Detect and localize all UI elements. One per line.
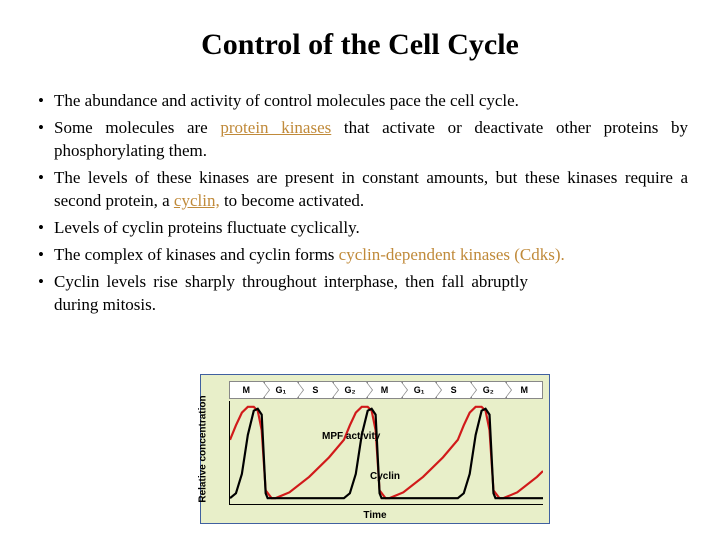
chart-svg [230,401,543,504]
page-title: Control of the Cell Cycle [32,28,688,62]
mpf-label: MPF activity [322,431,380,442]
bullet-text: The abundance and activity of control mo… [54,91,519,110]
list-item: The abundance and activity of control mo… [32,90,688,113]
list-item: Cyclin levels rise sharply throughout in… [32,271,688,317]
phase-row: MG₁SG₂MG₁SG₂M [229,381,543,399]
bullet-text: Some molecules are [54,118,220,137]
cyclin-series [230,407,543,498]
list-item: Levels of cyclin proteins fluctuate cycl… [32,217,688,240]
cyclin-chart: Relative concentration Time MG₁SG₂MG₁SG₂… [200,374,550,524]
bullet-text: The complex of kinases and cyclin forms [54,245,339,264]
plot-area: MPF activity Cyclin [229,401,543,505]
x-axis-label: Time [363,510,386,521]
mpf-series [230,409,543,498]
list-item: The complex of kinases and cyclin forms … [32,244,688,267]
list-item: The levels of these kinases are present … [32,167,688,213]
emphasis: protein kinases [220,118,331,137]
y-axis-label: Relative concentration [198,395,209,502]
phase-cell: M [229,381,264,399]
cyclin-label: Cyclin [370,471,400,482]
bullet-text: Levels of cyclin proteins fluctuate cycl… [54,218,360,237]
bullet-list: The abundance and activity of control mo… [32,90,688,316]
bullet-text: to become activated. [220,191,364,210]
bullet-text: The levels of these kinases are present … [54,168,688,210]
list-item: Some molecules are protein kinases that … [32,117,688,163]
emphasis: cyclin-dependent kinases (Cdks). [339,245,565,264]
emphasis: cyclin, [174,191,220,210]
bullet-text: Cyclin levels rise sharply throughout in… [54,272,528,314]
